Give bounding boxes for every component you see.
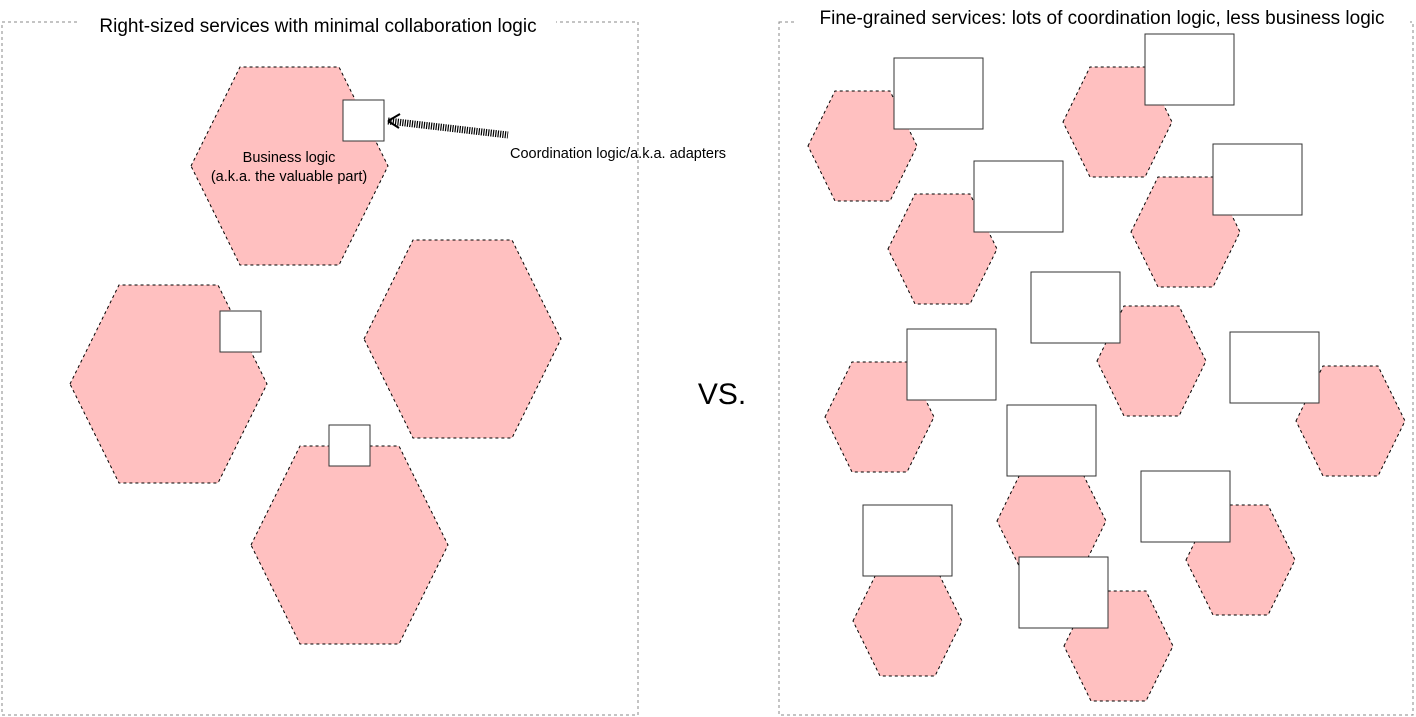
left-panel-title: Right-sized services with minimal collab… <box>99 16 536 37</box>
vs-label: VS. <box>698 378 746 411</box>
adapter-box-small <box>1018 556 1109 629</box>
service-hexagon-small <box>1295 365 1406 477</box>
adapter-box-small <box>906 328 997 401</box>
callout-arrow <box>387 113 509 139</box>
left-panel-title-bg <box>80 12 556 34</box>
adapter-box-left <box>219 310 262 353</box>
adapter-box-small <box>862 504 953 577</box>
service-hexagon-small <box>807 90 918 202</box>
adapter-box-small <box>1030 271 1121 344</box>
service-hexagon-small <box>852 565 963 677</box>
service-hexagon-bottom <box>250 445 449 645</box>
service-hexagon-right <box>363 239 562 439</box>
adapter-box-small <box>1229 331 1320 404</box>
adapter-box-small <box>1140 470 1231 543</box>
business-logic-label: Business logic <box>243 150 336 166</box>
adapter-box-small <box>1212 143 1303 216</box>
service-hexagon-business <box>190 66 389 266</box>
service-hexagon-left <box>69 284 268 484</box>
service-hexagon-small <box>1096 305 1207 417</box>
right-panel-title-bg <box>796 5 1410 31</box>
adapter-box-small <box>1144 33 1235 106</box>
left-panel: Right-sized services with minimal collab… <box>1 12 726 716</box>
right-panel-title: Fine-grained services: lots of coordinat… <box>820 8 1385 29</box>
adapter-box-small <box>973 160 1064 233</box>
adapter-box-small <box>893 57 984 130</box>
business-logic-sublabel: (a.k.a. the valuable part) <box>211 169 367 185</box>
service-hexagon-small <box>887 193 998 305</box>
right-panel: Fine-grained services: lots of coordinat… <box>778 5 1414 716</box>
right-panel-frame <box>778 21 1414 716</box>
adapter-box-business <box>342 99 385 142</box>
adapter-box-small <box>1006 404 1097 477</box>
callout-label: Coordination logic/a.k.a. adapters <box>510 146 726 162</box>
adapter-box-bottom <box>328 424 371 467</box>
